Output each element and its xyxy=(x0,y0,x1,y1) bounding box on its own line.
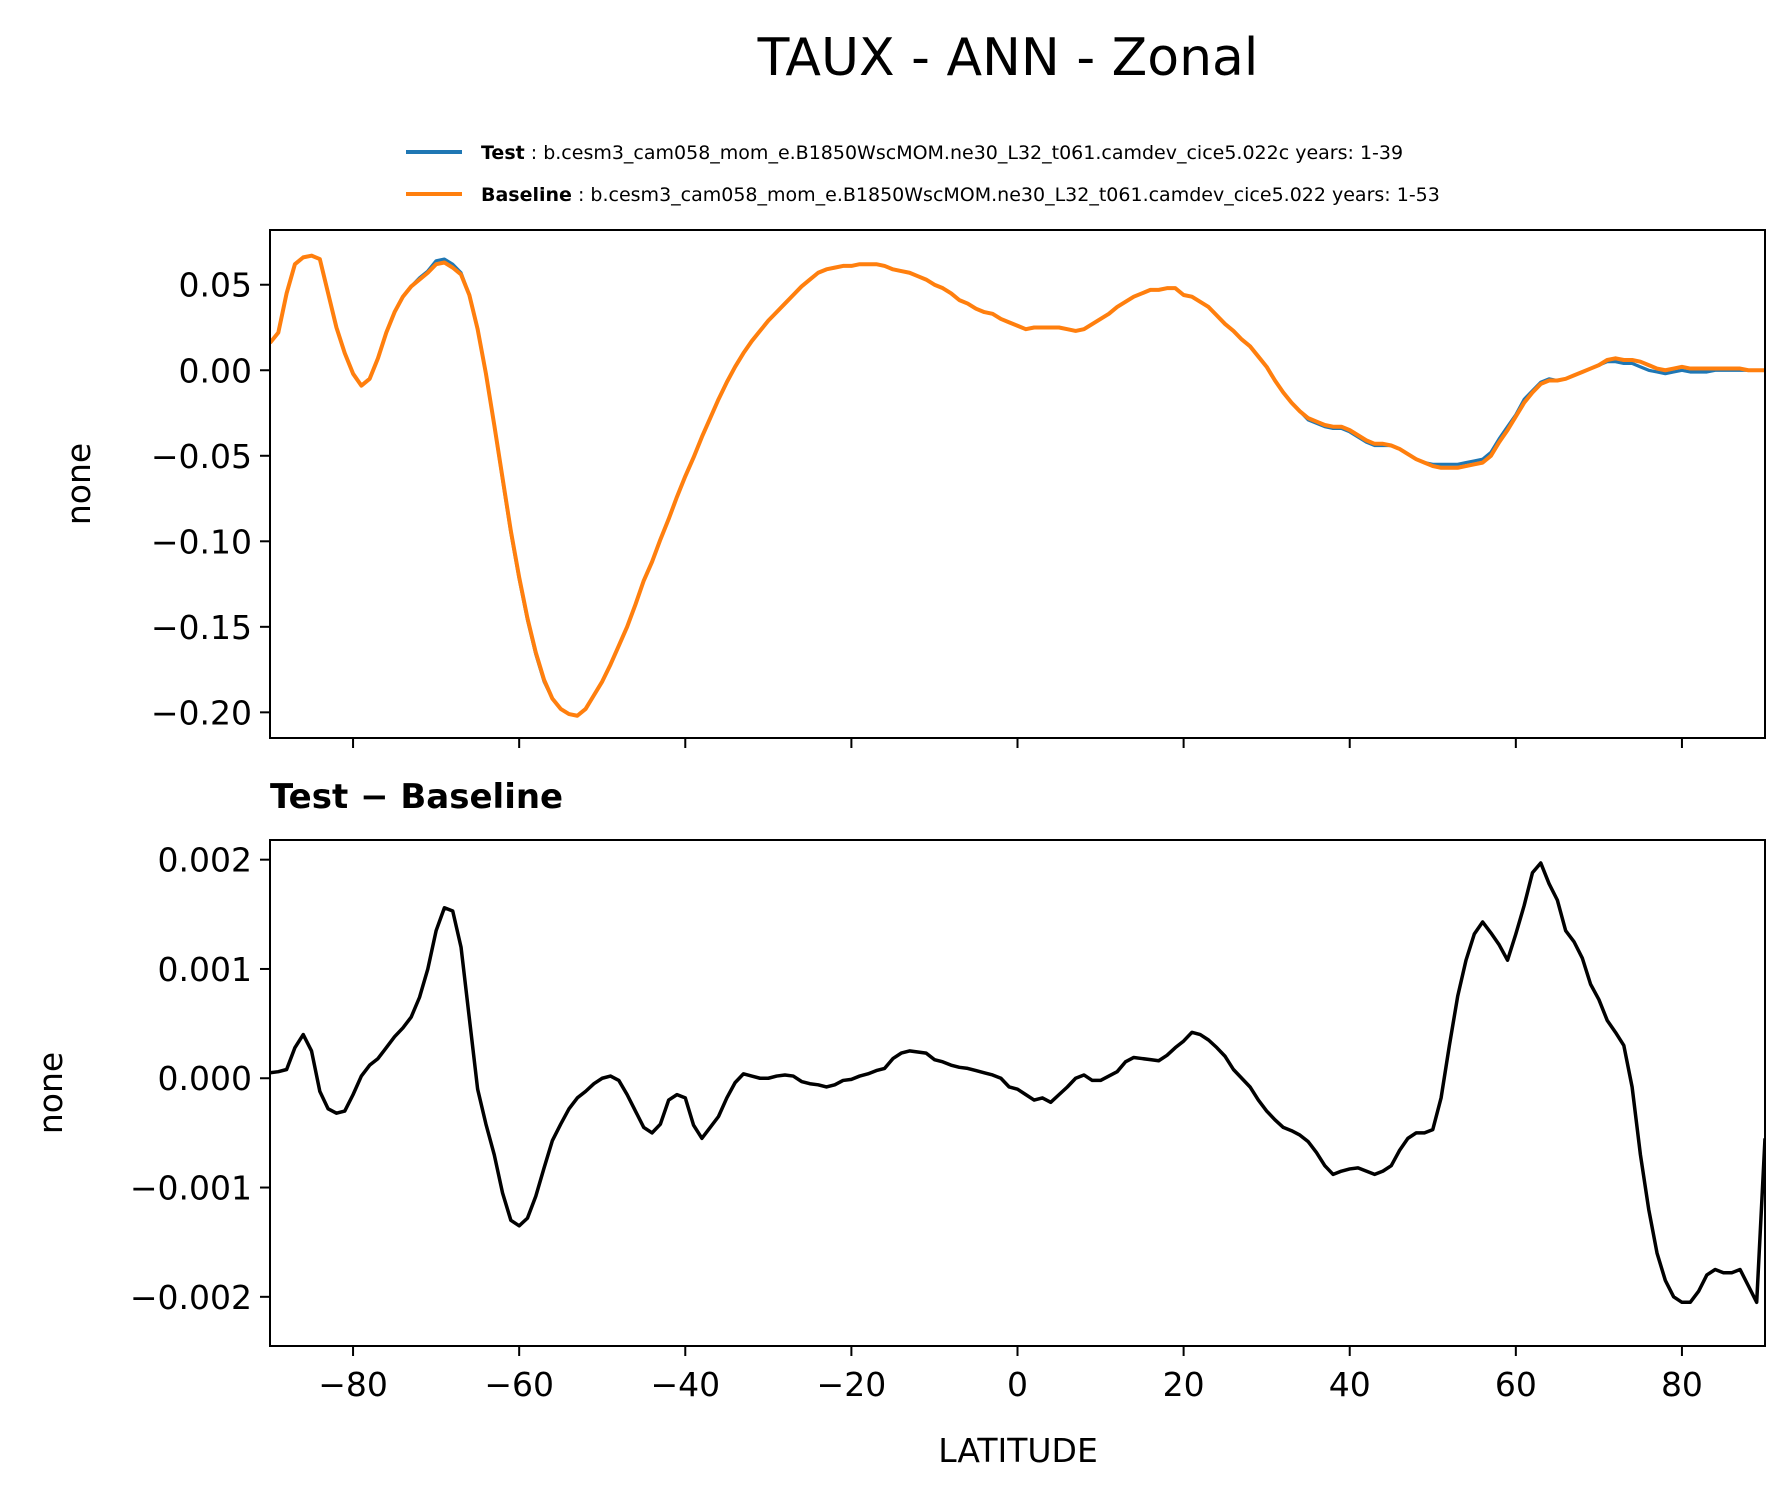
series-line-2 xyxy=(270,253,1765,718)
legend-case: b.cesm3_cam058_mom_e.B1850WscMOM.ne30_L3… xyxy=(543,142,1295,164)
legend-entry-2: Baseline : b.cesm3_cam058_mom_e.B1850Wsc… xyxy=(481,184,1440,206)
y-tick-label: −0.001 xyxy=(130,1169,252,1208)
legend-name: Test xyxy=(481,142,525,164)
y-tick-label: 0.002 xyxy=(158,841,252,880)
series-line-1 xyxy=(270,861,1765,1305)
y-tick-label: 0.000 xyxy=(158,1059,252,1098)
y-tick-label: −0.15 xyxy=(151,608,252,647)
figure-title: TAUX - ANN - Zonal xyxy=(757,28,1259,88)
y-tick-label: 0.05 xyxy=(179,266,252,305)
y-tick-label: 0.001 xyxy=(158,950,252,989)
legend-separator: : xyxy=(572,184,590,206)
legend-years: years: 1-39 xyxy=(1295,142,1403,164)
y-tick-label: 0.00 xyxy=(179,351,252,390)
x-tick-label: 20 xyxy=(1163,1365,1205,1404)
y-tick-label: −0.20 xyxy=(151,693,252,732)
x-tick-label: 40 xyxy=(1329,1365,1371,1404)
legend-years: years: 1-53 xyxy=(1332,184,1440,206)
axes-frame xyxy=(269,839,1766,1347)
x-tick-label: −40 xyxy=(650,1365,720,1404)
y-axis-label: none xyxy=(31,1052,70,1134)
y-tick-label: −0.05 xyxy=(151,437,252,476)
legend-separator: : xyxy=(525,142,543,164)
y-axis-label: none xyxy=(59,443,98,525)
x-tick-label: −80 xyxy=(318,1365,388,1404)
axes-frame xyxy=(269,229,1766,739)
top-panel: 0.05 0.00 −0.05 −0.10 −0.15 −0.20 none xyxy=(59,229,1766,748)
x-axis-label: LATITUDE xyxy=(938,1431,1098,1470)
y-tick-label: −0.002 xyxy=(130,1278,252,1317)
bottom-panel: 0.002 0.001 0.000 −0.001 −0.002 −80 −60 −40 −20 0… xyxy=(31,839,1766,1404)
x-tick-label: 0 xyxy=(1007,1365,1028,1404)
x-tick-label: 80 xyxy=(1661,1365,1703,1404)
x-tick-label: −60 xyxy=(484,1365,554,1404)
legend: Test : b.cesm3_cam058_mom_e.B1850WscMOM.… xyxy=(406,142,1440,206)
legend-entry-1: Test : b.cesm3_cam058_mom_e.B1850WscMOM.… xyxy=(481,142,1403,164)
x-tick-label: −20 xyxy=(817,1365,887,1404)
x-tick-label: 60 xyxy=(1495,1365,1537,1404)
diff-panel-title: Test − Baseline xyxy=(270,777,563,817)
legend-case: b.cesm3_cam058_mom_e.B1850WscMOM.ne30_L3… xyxy=(590,184,1332,206)
y-tick-label: −0.10 xyxy=(151,522,252,561)
legend-name: Baseline xyxy=(481,184,572,206)
